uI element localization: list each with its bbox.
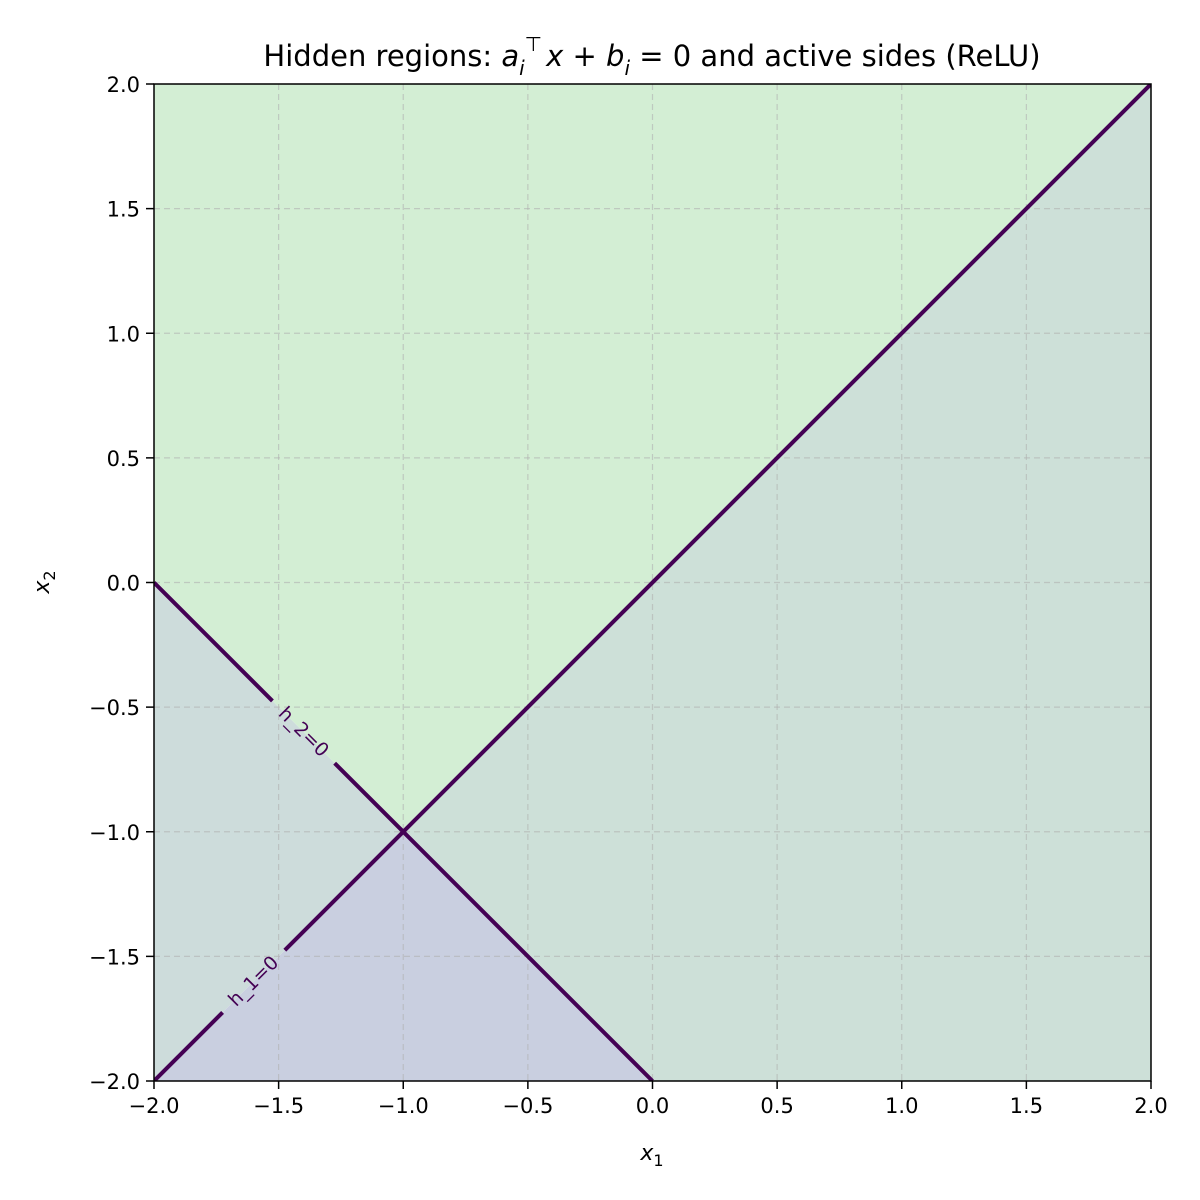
x-axis-label: x1 [639, 1141, 663, 1170]
x-tick-label: 2.0 [1134, 1094, 1167, 1118]
x-axis-label-var: x [639, 1141, 654, 1166]
x-tick-label: 0.5 [760, 1094, 793, 1118]
x-tick-label: 1.0 [885, 1094, 918, 1118]
y-axis-label: x2 [30, 570, 59, 594]
y-tick-label: 2.0 [107, 73, 140, 97]
y-tick-label: 1.0 [107, 322, 140, 346]
boundary-line-1-segment-b [283, 84, 1151, 952]
x-tick-label: −1.5 [253, 1094, 304, 1118]
chart-title: Hidden regions: ai⊤ x + bi = 0 and active… [263, 32, 1040, 80]
x-tick-label: −0.5 [502, 1094, 553, 1118]
title-suffix: and active sides (ReLU) [691, 39, 1040, 73]
boundary-lines-layer [154, 84, 1151, 1081]
title-x: x [545, 39, 564, 73]
title-a: a [501, 39, 519, 73]
y-axis-label-var: x [30, 580, 55, 595]
title-b: b [606, 39, 624, 73]
y-tick-label: 1.5 [107, 198, 140, 222]
boundary-line-2-segment-a [154, 581, 274, 703]
x-axis-ticks: −2.0 −1.5 −1.0 −0.5 0.0 0.5 1.0 1.5 2.0 [129, 1081, 1168, 1118]
title-prefix: Hidden regions: [263, 39, 501, 73]
x-tick-label: −2.0 [129, 1094, 180, 1118]
y-axis-ticks: −2.0 −1.5 −1.0 −0.5 0.0 0.5 1.0 1.5 2.0 [89, 73, 154, 1094]
grid-layer [154, 84, 1151, 1081]
y-tick-label: −1.0 [89, 821, 140, 845]
title-eq: = 0 [630, 39, 691, 73]
y-tick-label: −2.0 [89, 1070, 140, 1094]
boundary-line-2-segment-b [333, 761, 654, 1081]
x-tick-label: 1.5 [1010, 1094, 1043, 1118]
y-axis-label-sub: 2 [40, 570, 59, 580]
title-sub-i-2: i [624, 56, 630, 80]
title-plus: + [563, 39, 606, 73]
y-tick-label: −1.5 [89, 945, 140, 969]
y-axis-label-group: x2 [30, 570, 59, 594]
y-tick-label: 0.5 [107, 447, 140, 471]
x-tick-label: −1.0 [378, 1094, 429, 1118]
y-tick-label: 0.0 [107, 572, 140, 596]
y-tick-label: −0.5 [89, 696, 140, 720]
x-tick-label: 0.0 [636, 1094, 669, 1118]
title-sup-t: ⊤ [525, 32, 542, 56]
boundary-line-1-segment-a [154, 1010, 225, 1081]
x-axis-label-sub: 1 [653, 1151, 663, 1170]
title-sub-i: i [519, 56, 525, 80]
